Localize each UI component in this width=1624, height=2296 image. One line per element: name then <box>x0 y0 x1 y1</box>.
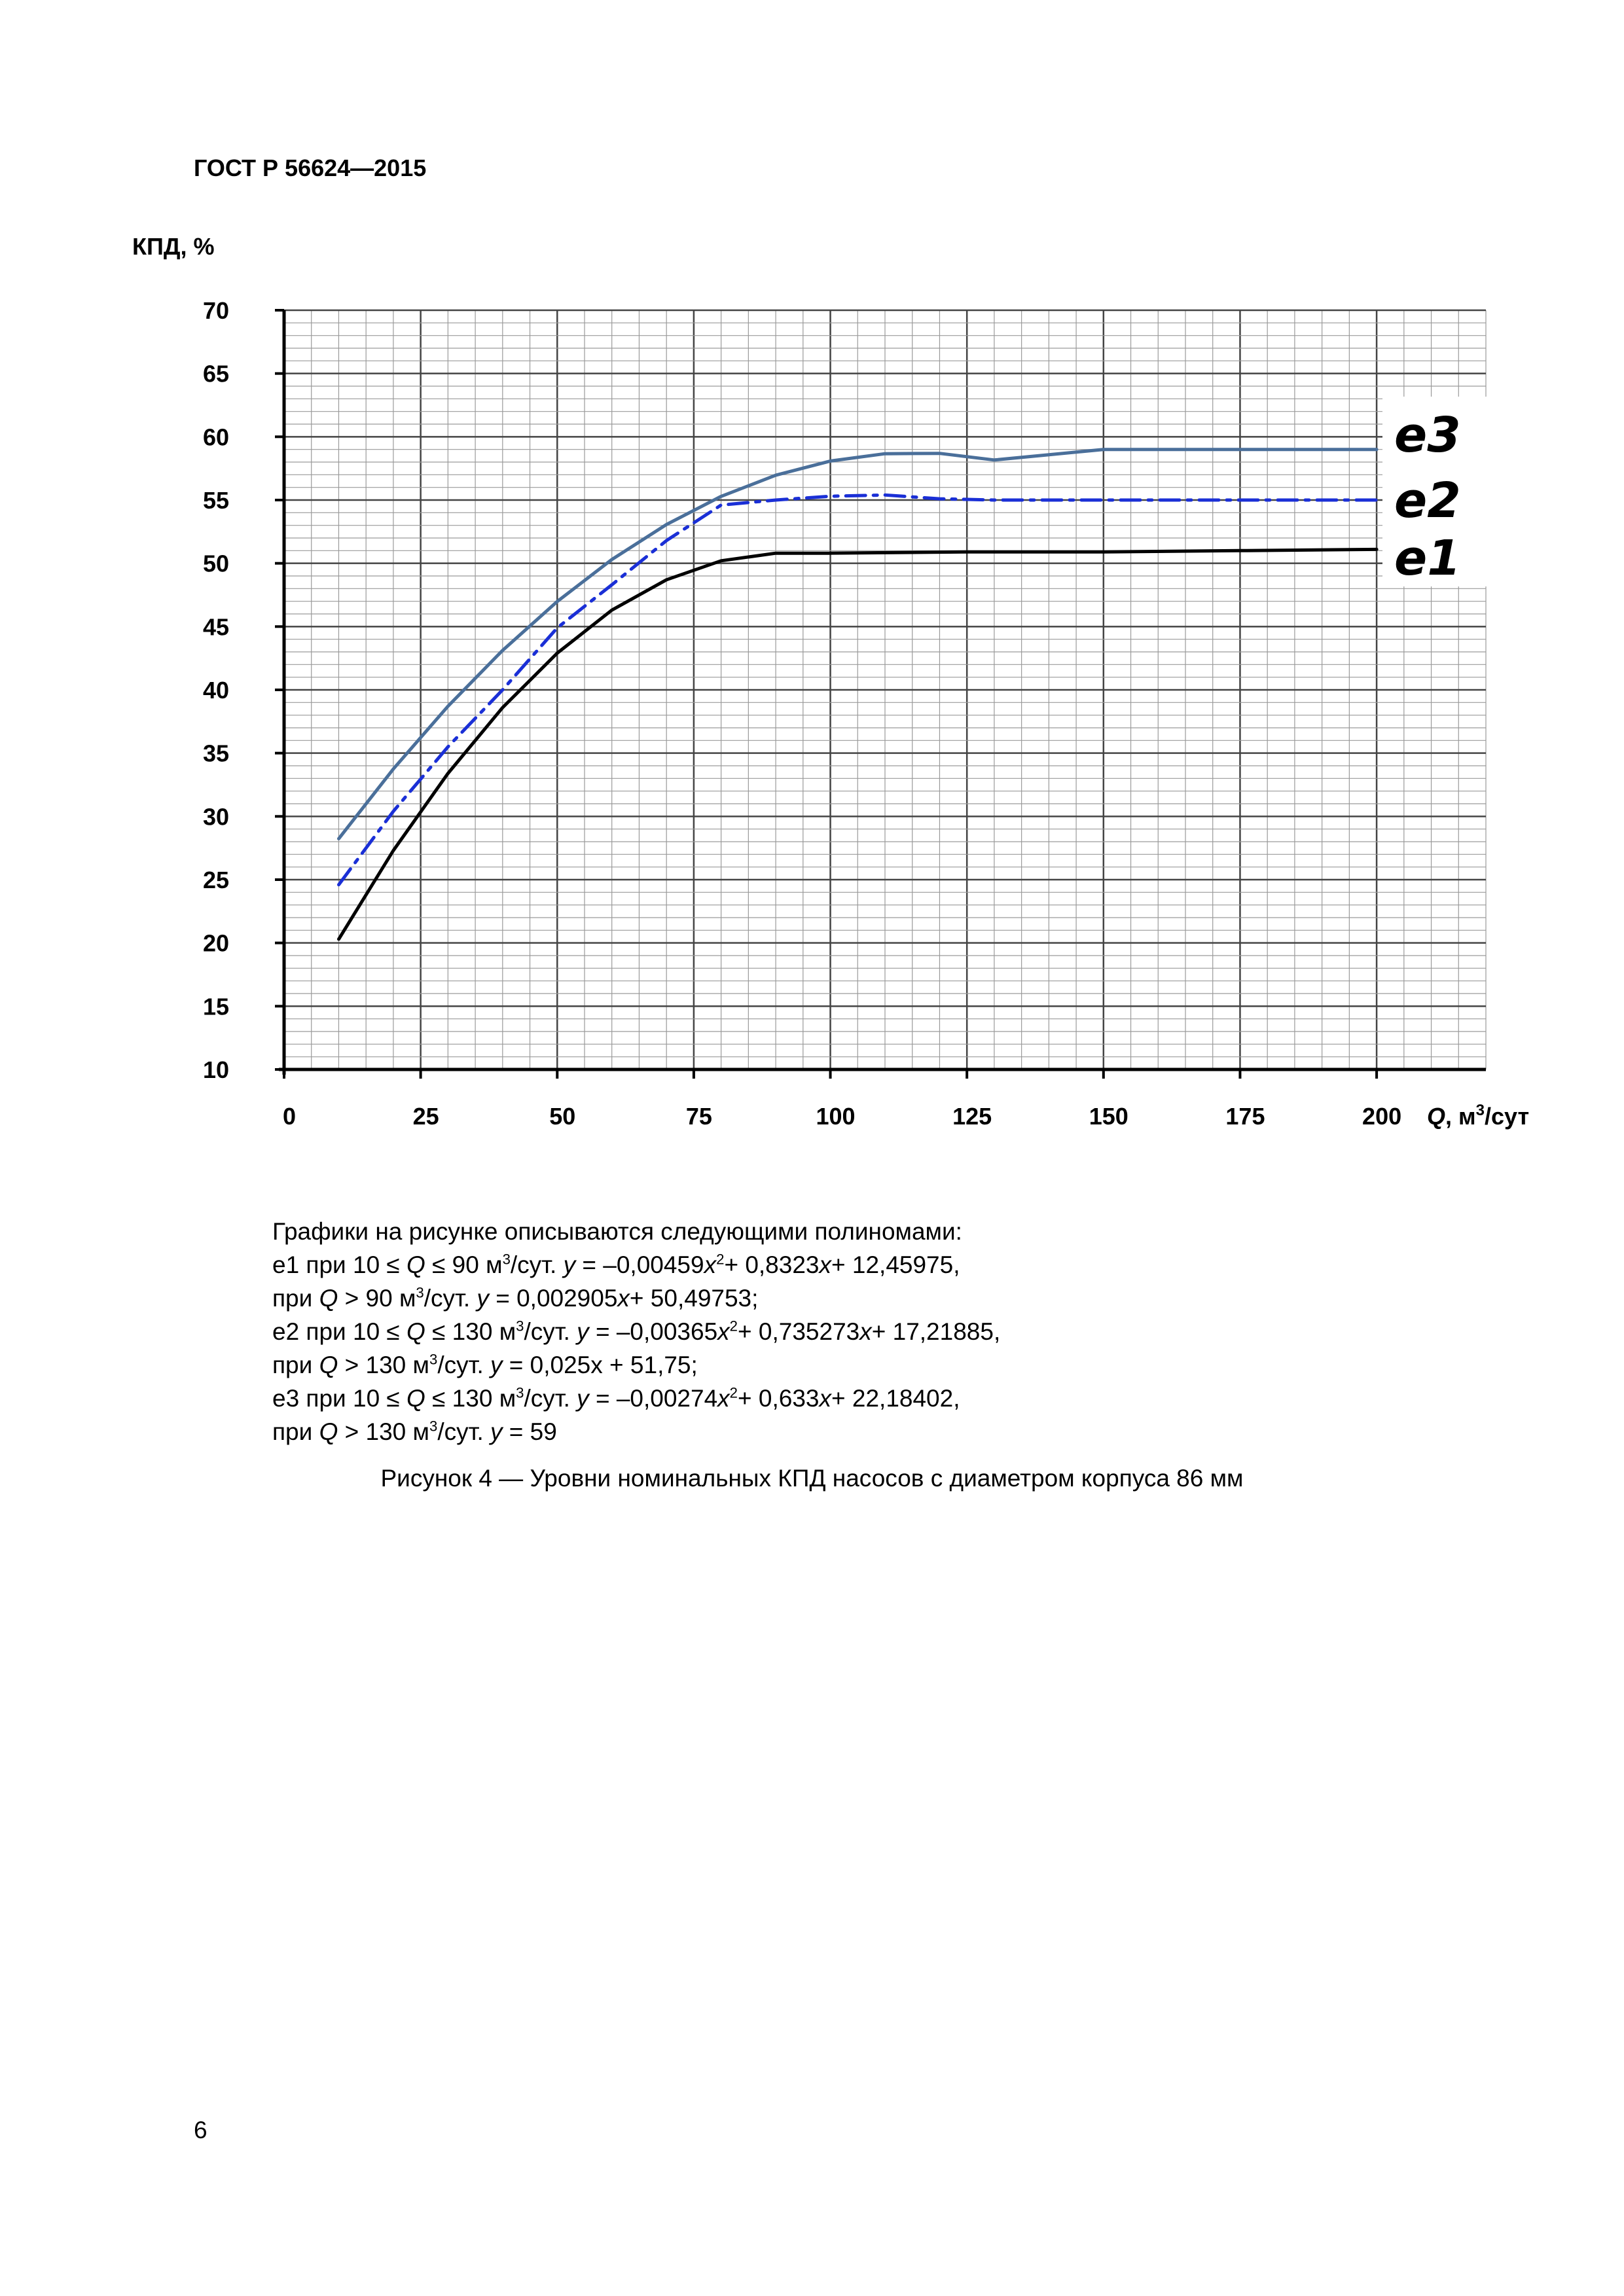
y-tick-label: 65 <box>203 361 229 387</box>
y-tick-label: 40 <box>203 677 229 704</box>
formula-line: e2 при 10 ≤ Q ≤ 130 м3/сут. y = –0,00365… <box>272 1318 1001 1345</box>
series-label-box <box>1382 397 1487 586</box>
series-label-e3: e3 <box>1394 407 1461 463</box>
formula-line: при Q > 130 м3/сут. y = 0,025x + 51,75; <box>272 1351 698 1378</box>
y-tick-label: 15 <box>203 993 229 1020</box>
y-tick-label: 20 <box>203 930 229 957</box>
x-axis-label: Q, м3/сут <box>1427 1102 1529 1130</box>
page-number: 6 <box>194 2117 208 2144</box>
x-tick-label: 200 <box>1362 1103 1401 1130</box>
x-tick-label: 125 <box>952 1103 992 1130</box>
y-tick-label: 30 <box>203 803 229 830</box>
formula-line: e1 при 10 ≤ Q ≤ 90 м3/сут. y = –0,00459x… <box>272 1251 960 1278</box>
document-number: ГОСТ Р 56624—2015 <box>194 154 427 181</box>
y-tick-label: 70 <box>203 297 229 324</box>
efficiency-chart: 10 15 20 25 30 35 40 45 50 55 60 65 70 0 25 50 75 100 125 1… <box>203 297 1529 1130</box>
series-label-e2: e2 <box>1394 473 1461 529</box>
series-line-e1 <box>337 547 1379 941</box>
formulas-intro: Графики на рисунке описываются следующим… <box>272 1218 962 1245</box>
y-tick-label: 55 <box>203 487 229 514</box>
x-tick-label: 0 <box>283 1103 296 1130</box>
series-line-e3 <box>337 448 1379 840</box>
x-tick-label: 100 <box>816 1103 856 1130</box>
y-tick-label: 45 <box>203 613 229 640</box>
formulas-block: Графики на рисунке описываются следующим… <box>272 1215 1000 1448</box>
x-tick-label: 50 <box>549 1103 575 1130</box>
series-label-e1: e1 <box>1394 530 1461 586</box>
x-tick-label: 25 <box>413 1103 439 1130</box>
y-tick-label: 35 <box>203 740 229 767</box>
x-tick-label: 150 <box>1089 1103 1128 1130</box>
formula-line: при Q > 90 м3/сут. y = 0,002905x+ 50,497… <box>272 1284 759 1312</box>
y-axis-label: КПД, % <box>132 233 215 260</box>
y-tick-label: 60 <box>203 423 229 450</box>
formula-line: при Q > 130 м3/сут. y = 59 <box>272 1418 557 1445</box>
formula-line: e3 при 10 ≤ Q ≤ 130 м3/сут. y = –0,00274… <box>272 1384 960 1412</box>
series-line-e2 <box>337 493 1379 887</box>
figure-caption: Рисунок 4 — Уровни номинальных КПД насос… <box>380 1465 1244 1492</box>
x-tick-label: 75 <box>686 1103 712 1130</box>
y-tick-label: 25 <box>203 867 229 893</box>
x-tick-label: 175 <box>1225 1103 1265 1130</box>
y-tick-label: 50 <box>203 550 229 577</box>
y-tick-label: 10 <box>203 1056 229 1083</box>
